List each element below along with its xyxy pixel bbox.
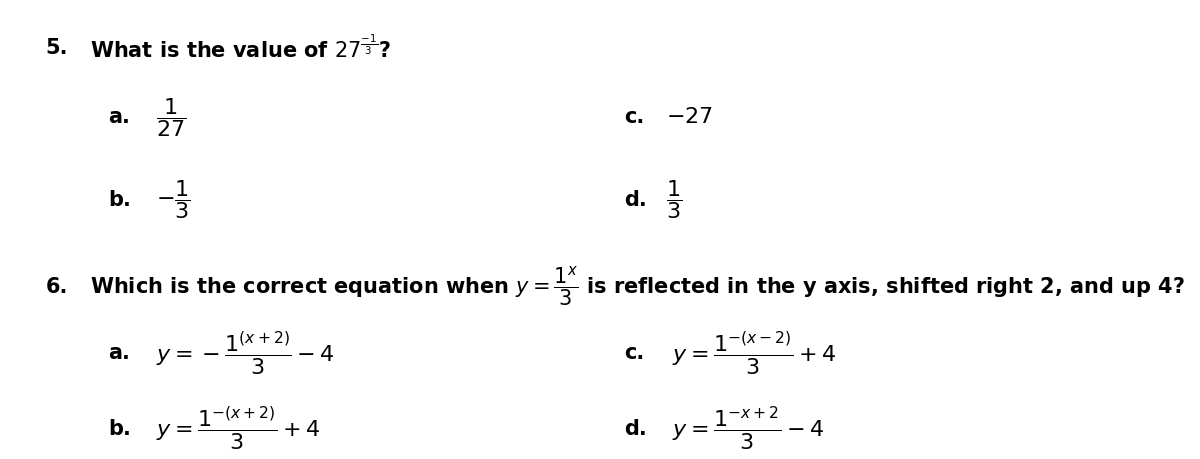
Text: Which is the correct equation when $y = \dfrac{1^{x}}{3}$ is reflected in the y : Which is the correct equation when $y = … — [90, 265, 1186, 309]
Text: c.: c. — [624, 343, 644, 364]
Text: 5.: 5. — [46, 38, 68, 58]
Text: $-27$: $-27$ — [666, 107, 713, 127]
Text: $y = -\dfrac{1^{(x+2)}}{3} - 4$: $y = -\dfrac{1^{(x+2)}}{3} - 4$ — [156, 330, 335, 377]
Text: b.: b. — [108, 419, 131, 439]
Text: $y = \dfrac{1^{-(x-2)}}{3} + 4$: $y = \dfrac{1^{-(x-2)}}{3} + 4$ — [672, 330, 836, 377]
Text: What is the value of $27^{\frac{-1}{3}}$?: What is the value of $27^{\frac{-1}{3}}$… — [90, 34, 391, 62]
Text: $\dfrac{1}{3}$: $\dfrac{1}{3}$ — [666, 178, 682, 221]
Text: $\dfrac{1}{27}$: $\dfrac{1}{27}$ — [156, 95, 186, 139]
Text: 6.: 6. — [46, 277, 68, 297]
Text: a.: a. — [108, 107, 130, 127]
Text: d.: d. — [624, 419, 647, 439]
Text: c.: c. — [624, 107, 644, 127]
Text: d.: d. — [624, 190, 647, 210]
Text: $y = \dfrac{1^{-(x+2)}}{3} + 4$: $y = \dfrac{1^{-(x+2)}}{3} + 4$ — [156, 405, 320, 453]
Text: a.: a. — [108, 343, 130, 364]
Text: b.: b. — [108, 190, 131, 210]
Text: $-\dfrac{1}{3}$: $-\dfrac{1}{3}$ — [156, 178, 191, 221]
Text: $y = \dfrac{1^{-x+2}}{3} - 4$: $y = \dfrac{1^{-x+2}}{3} - 4$ — [672, 405, 824, 453]
